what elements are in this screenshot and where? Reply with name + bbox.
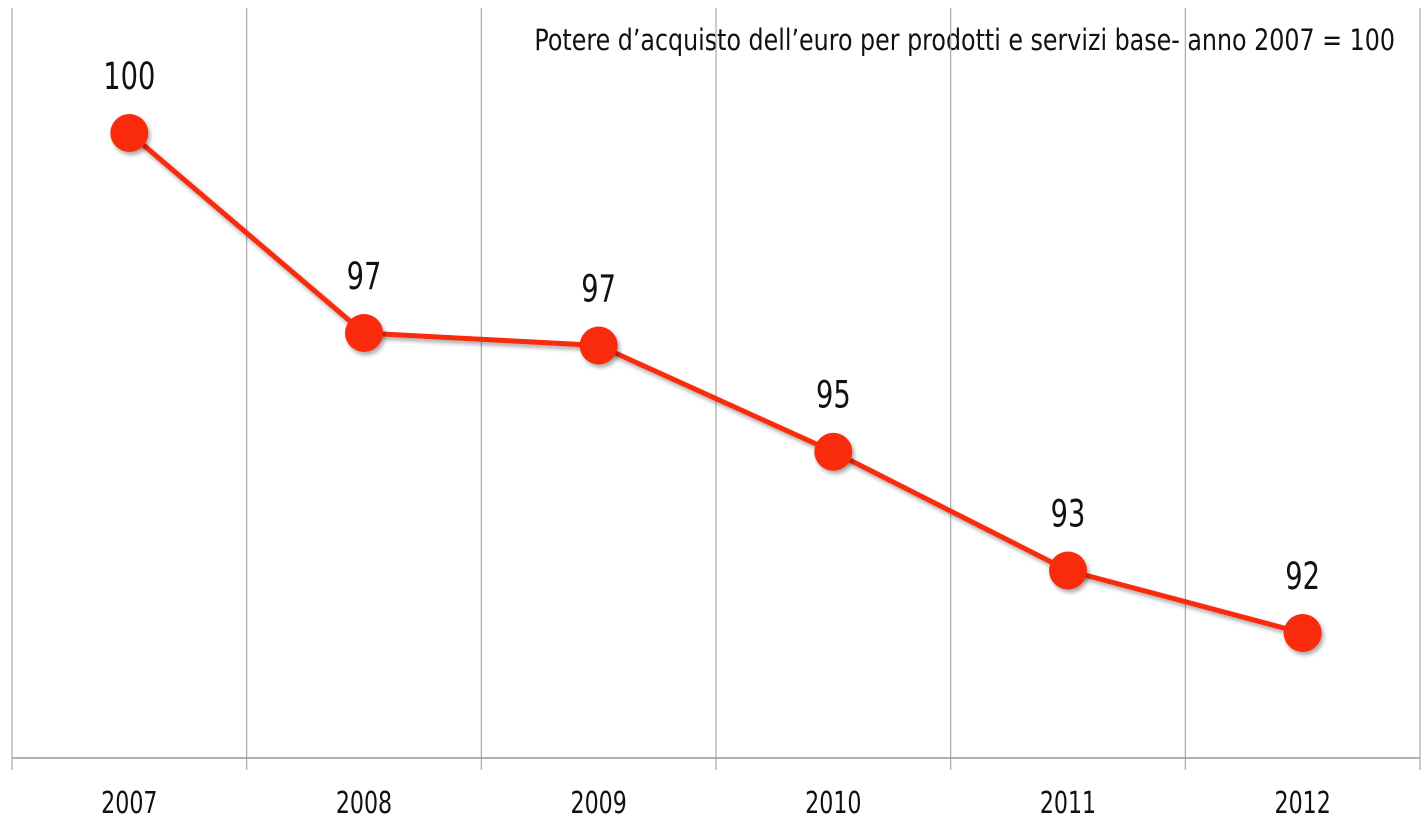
- series-line: [127, 131, 1304, 636]
- data-label: 93: [1051, 493, 1086, 536]
- x-tick-label: 2009: [571, 787, 627, 821]
- data-point: [814, 432, 853, 471]
- x-tick-label: 2007: [101, 787, 157, 821]
- data-point: [579, 326, 618, 365]
- data-label: 92: [1285, 555, 1320, 598]
- data-point: [110, 114, 149, 152]
- data-point: [345, 314, 383, 352]
- data-label: 95: [816, 374, 851, 417]
- data-label: 100: [103, 55, 155, 98]
- x-tick-label: 2012: [1275, 787, 1331, 821]
- data-point: [1283, 614, 1322, 652]
- x-tick-label: 2011: [1040, 787, 1096, 821]
- data-label: 97: [581, 268, 616, 311]
- chart-title: Potere d’acquisto dell’euro per prodotti…: [534, 24, 1395, 58]
- data-point: [1049, 551, 1087, 590]
- data-label: 97: [347, 255, 382, 298]
- x-tick-label: 2010: [805, 787, 861, 821]
- x-tick-label: 2008: [336, 787, 392, 821]
